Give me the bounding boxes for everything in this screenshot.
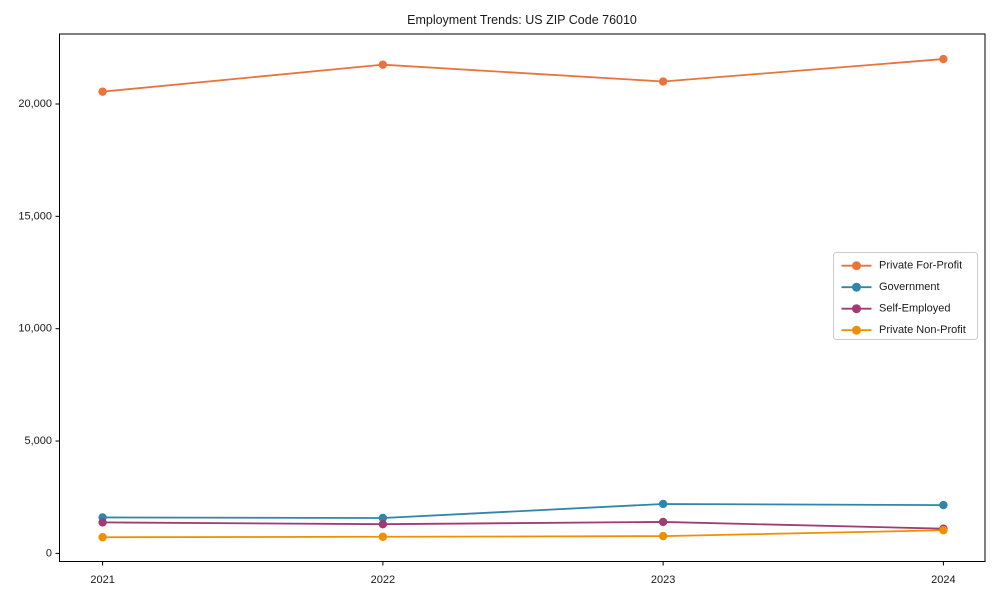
y-tick-label: 5,000 (24, 435, 52, 447)
plot-box (59, 33, 986, 562)
series-private-for-profit (98, 54, 948, 96)
legend-box (833, 252, 978, 340)
data-point-marker (658, 531, 668, 541)
data-point-marker (939, 54, 948, 64)
series-line (101, 58, 945, 93)
y-tick-label: 15,000 (18, 210, 52, 222)
legend-marker-dot (852, 261, 861, 271)
data-point-marker (378, 532, 388, 541)
legend: Private For-Profit Government Self-Employe… (833, 252, 978, 340)
legend-marker-dot (852, 304, 861, 314)
data-point-marker (939, 526, 948, 535)
x-tick-label: 2023 (651, 574, 675, 586)
data-point-marker (98, 533, 107, 542)
series-government (98, 499, 948, 523)
data-point-marker (658, 77, 668, 86)
legend-item: Self-Employed (841, 303, 951, 315)
data-point-marker (658, 517, 668, 527)
data-point-marker (98, 518, 107, 527)
x-tick-label: 2024 (931, 574, 955, 586)
series-private-non-profit (98, 526, 948, 542)
legend-item: Private Non-Profit (841, 324, 966, 336)
series-line (101, 529, 945, 539)
chart-title: Employment Trends: US ZIP Code 76010 (407, 13, 637, 27)
data-point-marker (378, 519, 388, 529)
legend-label: Government (879, 281, 940, 293)
series-line (101, 521, 945, 530)
axes-layer: 0 5,000 10,000 15,000 20,000 2021 2022 2023 2024 (18, 33, 986, 586)
legend-item: Private For-Profit (841, 260, 962, 272)
legend-marker-dot (852, 282, 861, 292)
data-point-marker (378, 513, 388, 523)
y-tick-label: 20,000 (18, 98, 52, 110)
y-tick-label: 10,000 (18, 323, 52, 335)
x-tick-label: 2021 (90, 574, 114, 586)
series-line (101, 503, 945, 519)
data-point-marker (939, 500, 948, 510)
y-tick-label: 0 (46, 547, 52, 559)
series-self-employed (98, 517, 948, 533)
data-point-marker (98, 87, 107, 96)
legend-label: Private Non-Profit (879, 324, 966, 336)
series-layer (98, 54, 948, 542)
legend-label: Self-Employed (879, 303, 951, 315)
data-point-marker (378, 60, 388, 69)
legend-item: Government (841, 281, 940, 293)
data-point-marker (658, 499, 668, 509)
x-tick-label: 2022 (371, 574, 395, 586)
legend-marker-dot (852, 325, 861, 335)
legend-label: Private For-Profit (879, 260, 962, 272)
